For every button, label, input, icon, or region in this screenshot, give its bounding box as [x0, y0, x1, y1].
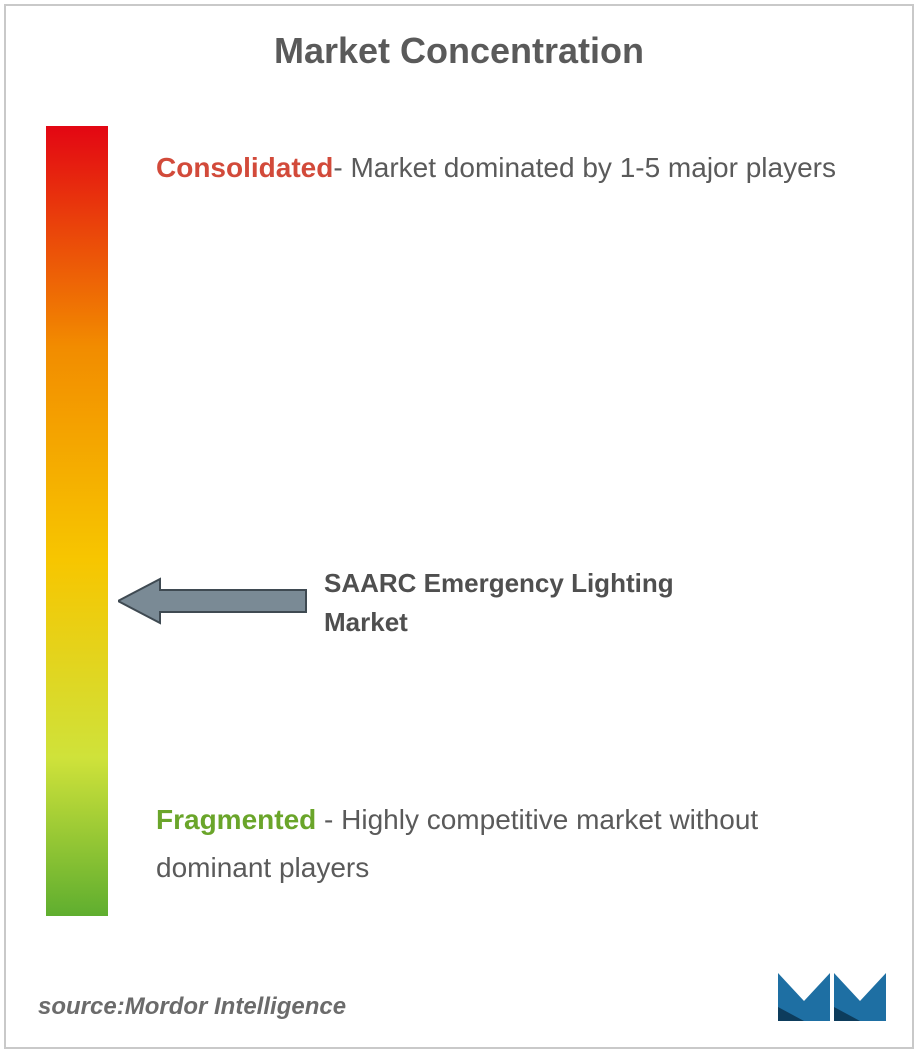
mordor-logo-icon [776, 961, 886, 1025]
chart-title: Market Concentration [6, 30, 912, 72]
marker-arrow-icon [118, 577, 308, 630]
market-position-label: SAARC Emergency Lighting Market [324, 564, 674, 642]
market-position-marker: SAARC Emergency Lighting Market [118, 564, 872, 642]
marker-label-line-2: Market [324, 607, 408, 637]
fragmented-lead: Fragmented [156, 804, 316, 835]
marker-label-line-1: SAARC Emergency Lighting [324, 568, 674, 598]
chart-frame: Market Concentration Consolidated- Marke… [4, 4, 914, 1049]
source-attribution: source:Mordor Intelligence [38, 993, 346, 1021]
fragmented-description: Fragmented - Highly competitive market w… [156, 796, 872, 891]
consolidated-rest: - Market dominated by 1-5 major players [333, 152, 836, 183]
consolidated-description: Consolidated- Market dominated by 1-5 ma… [156, 146, 872, 191]
concentration-gradient-bar [46, 126, 108, 916]
consolidated-lead: Consolidated [156, 152, 333, 183]
